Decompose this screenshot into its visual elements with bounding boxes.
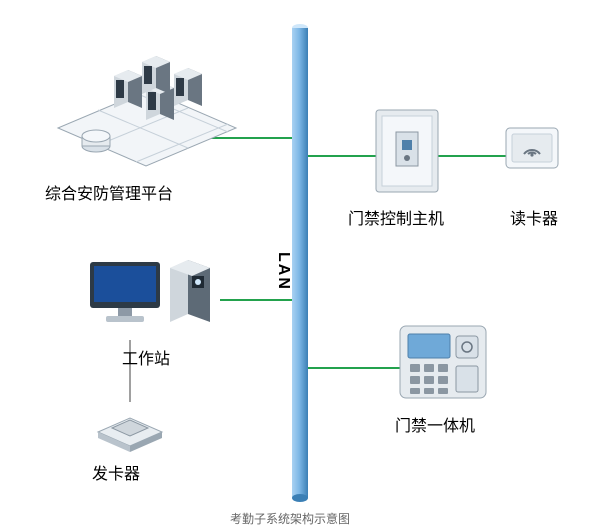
- card-reader-icon: [506, 128, 558, 168]
- all-in-one-label: 门禁一体机: [395, 412, 475, 436]
- card-issuer-label: 发卡器: [92, 460, 140, 484]
- platform-icon: [58, 56, 236, 166]
- devices-layer: [0, 0, 600, 532]
- diagram-stage: LAN 综合安防管理平台 工作站 发卡器 门禁控制主机 读卡器 门禁一体机 考勤…: [0, 0, 600, 532]
- access-controller-icon: [376, 110, 438, 192]
- card-reader-label: 读卡器: [510, 205, 558, 229]
- lan-label: LAN: [274, 252, 292, 291]
- server-4: [174, 68, 202, 106]
- all-in-one-icon: [400, 326, 486, 398]
- workstation-icon: [90, 260, 210, 322]
- diagram-caption: 考勤子系统架构示意图: [230, 510, 350, 527]
- card-issuer-icon: [98, 418, 162, 452]
- workstation-label: 工作站: [122, 345, 170, 369]
- access-controller-label: 门禁控制主机: [348, 205, 444, 229]
- platform-label: 综合安防管理平台: [45, 180, 173, 204]
